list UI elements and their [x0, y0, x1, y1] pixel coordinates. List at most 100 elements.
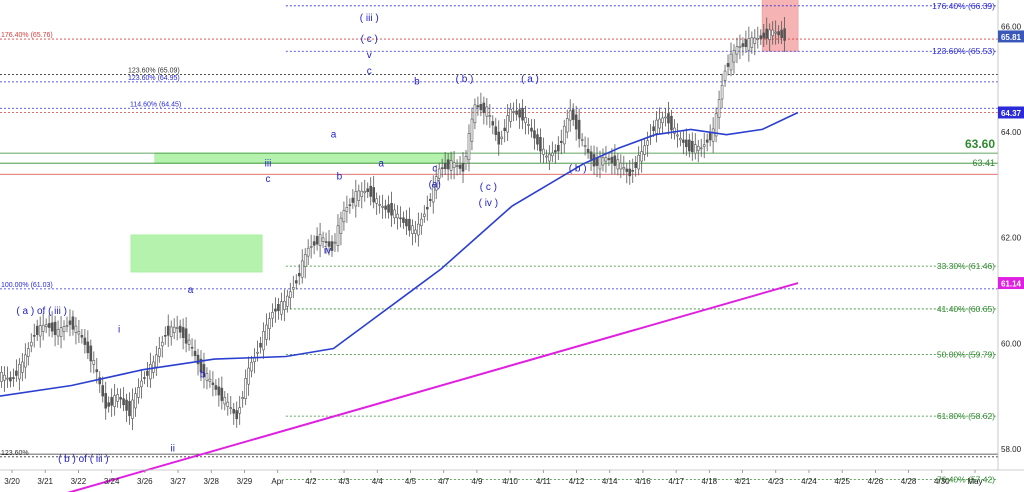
- candle-body: [160, 341, 164, 347]
- candle-body: [199, 358, 203, 373]
- candle-body: [682, 139, 685, 143]
- wave-label-20: c: [265, 174, 270, 185]
- candle-body: [658, 118, 661, 129]
- candle-body: [327, 241, 331, 247]
- candle-body: [363, 191, 367, 194]
- candle-body: [348, 204, 352, 206]
- candle-body: [77, 331, 81, 335]
- candle-body: [726, 63, 730, 67]
- candle-body: [172, 326, 176, 333]
- candle-body: [315, 236, 319, 245]
- x-tick-label-19: 4/16: [635, 477, 651, 486]
- candle-body: [247, 367, 250, 385]
- candle-body: [134, 393, 137, 409]
- candle-body: [548, 153, 551, 162]
- candle-body: [559, 140, 563, 143]
- candle-body: [506, 115, 509, 133]
- candle-body: [518, 109, 521, 118]
- candle-body: [208, 378, 212, 382]
- candle-body: [753, 37, 757, 44]
- candle-body: [44, 324, 48, 328]
- candle-body: [354, 191, 358, 207]
- candle-body: [21, 361, 24, 373]
- price-badge-0: [998, 30, 1024, 43]
- wave-label-18: ( b ): [569, 164, 587, 175]
- candle-body: [131, 399, 134, 419]
- candle-body: [574, 114, 578, 130]
- candle-body: [765, 28, 769, 39]
- candle-body: [557, 144, 560, 152]
- candle-body: [458, 164, 462, 169]
- candle-body: [330, 241, 334, 251]
- candle-body: [357, 190, 361, 201]
- x-tick-label-12: 4/5: [405, 477, 417, 486]
- candle-body: [571, 109, 575, 120]
- wave-label-19: iii: [265, 158, 272, 169]
- candle-body: [229, 407, 233, 409]
- candle-body: [300, 260, 304, 278]
- wave-label-15: (a): [429, 179, 441, 190]
- moving-average-line: [0, 111, 799, 397]
- candle-body: [452, 162, 456, 168]
- candle-body: [530, 127, 533, 132]
- wave-label-25: ( a ) of ( iii ): [16, 306, 67, 317]
- x-tick-label-22: 4/21: [735, 477, 751, 486]
- candle-body: [291, 287, 295, 290]
- candle-body: [297, 272, 301, 277]
- price-badge-label-0: 65.81: [1001, 33, 1022, 42]
- candle-body: [15, 370, 18, 376]
- candle-body: [634, 162, 638, 168]
- candle-body: [384, 205, 387, 210]
- candle-body: [446, 159, 450, 170]
- x-tick-label-29: May: [967, 477, 982, 486]
- candle-body: [238, 407, 241, 414]
- fib-labels: 223.60% (67.15)176.40% (66.39)123.60% (6…: [1, 1, 995, 485]
- candle-body: [732, 50, 736, 63]
- candle-body: [402, 217, 405, 223]
- candle-body: [351, 197, 355, 203]
- x-tick-label-1: 3/21: [37, 477, 53, 486]
- candle-body: [56, 329, 60, 337]
- candle-body: [80, 335, 84, 338]
- fib-label-11: 61.80% (58.62): [937, 411, 995, 421]
- candle-body: [268, 318, 271, 330]
- candle-body: [387, 204, 390, 213]
- x-tick-label-9: 4/2: [305, 477, 317, 486]
- candle-body: [738, 45, 742, 48]
- x-tick-label-18: 4/14: [602, 477, 618, 486]
- candle-body: [184, 328, 188, 344]
- candle-body: [777, 31, 780, 36]
- candle-body: [699, 147, 703, 150]
- candle-body: [98, 377, 102, 385]
- candle-body: [274, 308, 277, 312]
- candle-body: [443, 163, 447, 170]
- x-tick-label-8: Apr: [271, 477, 284, 486]
- candle-body: [494, 126, 498, 135]
- candle-body: [318, 234, 322, 246]
- wave-label-11: a: [331, 129, 337, 140]
- wave-label-5: ( c ): [361, 34, 378, 45]
- level-text-0: 63.60: [965, 137, 995, 151]
- x-tick-label-17: 4/12: [569, 477, 585, 486]
- candle-body: [437, 168, 441, 179]
- candle-body: [771, 29, 774, 36]
- candle-body: [137, 387, 140, 398]
- candle-body: [688, 139, 691, 152]
- candle-body: [169, 326, 173, 337]
- candle-body: [226, 401, 230, 407]
- candle-body: [29, 341, 33, 347]
- candle-body: [265, 324, 268, 340]
- candle-body: [440, 167, 444, 169]
- candle-body: [542, 148, 545, 155]
- wave-label-21: iv: [324, 245, 331, 256]
- fib-label-3: 176.40% (65.76): [1, 32, 53, 39]
- x-tick-label-4: 3/26: [137, 477, 153, 486]
- candle-body: [592, 154, 596, 167]
- support-zone-62: [130, 234, 263, 273]
- candle-body: [214, 385, 218, 390]
- fib-label-12: 123.60%: [1, 450, 29, 457]
- candle-body: [637, 154, 640, 170]
- candle-body: [714, 113, 718, 137]
- candle-body: [628, 168, 632, 177]
